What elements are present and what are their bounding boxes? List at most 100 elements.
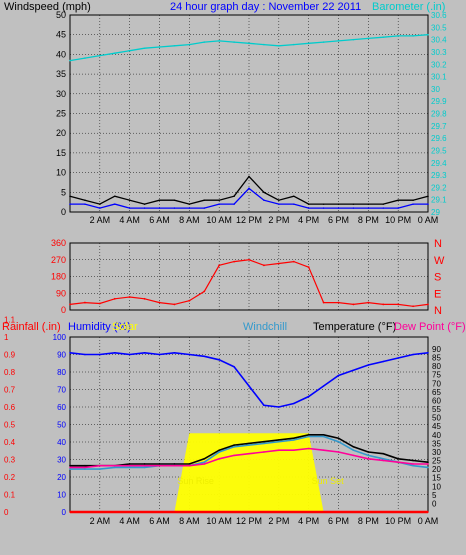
temperature-tick-label: 25 <box>432 457 441 466</box>
data-point <box>128 464 131 467</box>
data-point <box>412 353 414 356</box>
data-point <box>427 203 429 205</box>
data-point <box>397 461 399 464</box>
data-point <box>143 466 146 469</box>
data-point <box>367 203 370 205</box>
lower-panel-axis-label: Humidity (%) <box>68 321 131 333</box>
data-point <box>113 511 116 513</box>
data-point <box>382 360 385 363</box>
data-point <box>397 511 399 513</box>
data-point <box>99 353 101 356</box>
temperature-tick-label: 5 <box>432 491 437 500</box>
data-point <box>337 301 340 304</box>
data-point <box>382 452 385 455</box>
time-tick-label: 4 AM <box>119 215 140 225</box>
data-point <box>84 464 86 467</box>
data-point <box>307 447 310 450</box>
time-tick-label: 4 PM <box>298 516 319 526</box>
data-point <box>99 207 101 209</box>
data-point <box>263 442 265 445</box>
windspeed-tick-label: 5 <box>61 187 66 197</box>
time-axis-ticks-bottom: 2 AM 4 AM 6 AM 8 AM 10 AM 12 PM 2 PM 4 PM 6 PM 8 … <box>90 516 439 526</box>
data-point <box>427 33 429 36</box>
data-point <box>248 258 250 261</box>
data-point <box>113 297 116 300</box>
data-point <box>278 439 280 441</box>
data-point <box>427 461 429 464</box>
data-point <box>382 511 385 513</box>
data-point <box>84 203 86 205</box>
data-point <box>233 446 235 448</box>
data-point <box>143 297 146 300</box>
data-point <box>382 203 385 205</box>
data-point <box>278 203 280 205</box>
data-point <box>307 266 310 269</box>
barometer-axis-ticks: 29 29.1 29.2 29.3 29.4 29.5 29.6 29.7 29.8 29.9 30… <box>431 11 447 217</box>
temperature-tick-label: 30 <box>432 448 441 457</box>
direction-tick-label: 270 <box>51 255 66 265</box>
data-point <box>412 199 414 201</box>
data-point <box>99 54 101 57</box>
data-point <box>84 301 86 304</box>
lower-panel-axis-label: Solar <box>112 321 138 333</box>
rainfall-tick-label: 0.5 <box>4 421 16 430</box>
wind-barometer-series <box>69 33 429 209</box>
data-point <box>292 449 295 452</box>
data-point <box>69 351 71 354</box>
wind-direction-series <box>69 258 429 308</box>
barometer-tick-label: 30 <box>431 85 440 94</box>
data-point <box>248 511 250 513</box>
data-point <box>218 451 220 453</box>
data-point <box>218 40 220 42</box>
barometer-tick-label: 29 <box>431 208 440 217</box>
rainfall-tick-label: 0.8 <box>4 368 16 377</box>
temperature-tick-label: 45 <box>432 422 441 431</box>
time-tick-label: 2 PM <box>268 215 289 225</box>
rainfall-tick-label: 0.7 <box>4 386 16 395</box>
data-point <box>218 199 220 201</box>
data-point <box>128 199 131 201</box>
windspeed-tick-label: 35 <box>56 69 66 79</box>
data-point <box>307 395 310 398</box>
solar-radiation-area <box>70 433 428 512</box>
barometer-tick-label: 29.7 <box>431 122 447 131</box>
data-point <box>307 42 310 45</box>
time-axis-ticks-top: 2 AM 4 AM 6 AM 8 AM 10 AM 12 PM 2 PM 4 PM 6 PM 8 … <box>90 215 439 225</box>
data-point <box>218 264 221 267</box>
barometer-tick-label: 29.6 <box>431 134 447 143</box>
temperature-tick-label: 90 <box>432 345 441 354</box>
data-point <box>188 463 191 465</box>
rainfall-tick-label: 0.9 <box>4 351 16 360</box>
direction-tick-label: 90 <box>56 288 66 298</box>
data-point <box>248 385 250 387</box>
barometer-tick-label: 30.4 <box>431 36 447 45</box>
windspeed-tick-label: 10 <box>56 168 66 178</box>
humidity-tick-label: 0 <box>62 508 67 517</box>
data-point <box>233 444 235 446</box>
time-tick-label: 2 AM <box>90 516 111 526</box>
data-point <box>233 365 235 368</box>
data-point <box>158 301 161 304</box>
data-point <box>322 511 325 513</box>
lower-panel-axis-label: Dew Point (°F) <box>394 321 466 333</box>
data-point <box>233 454 235 457</box>
wind-barometer-panel <box>69 14 429 213</box>
data-point <box>263 43 265 46</box>
data-point <box>158 353 161 356</box>
temperature-tick-label: 40 <box>432 431 441 440</box>
data-point <box>352 203 355 205</box>
data-point <box>427 195 429 198</box>
data-point <box>173 303 176 306</box>
data-point <box>397 458 399 460</box>
temp-humidity-grid <box>70 336 429 513</box>
rainfall-tick-label: 0 <box>4 508 9 517</box>
time-tick-label: 10 AM <box>206 215 232 225</box>
data-point <box>278 440 280 443</box>
barometer-tick-label: 30.3 <box>431 48 447 57</box>
data-point <box>367 301 370 304</box>
solar-area <box>70 433 428 512</box>
barometer-tick-label: 29.4 <box>431 159 447 168</box>
data-point <box>113 195 116 198</box>
data-point <box>113 351 116 354</box>
data-point <box>337 437 340 440</box>
